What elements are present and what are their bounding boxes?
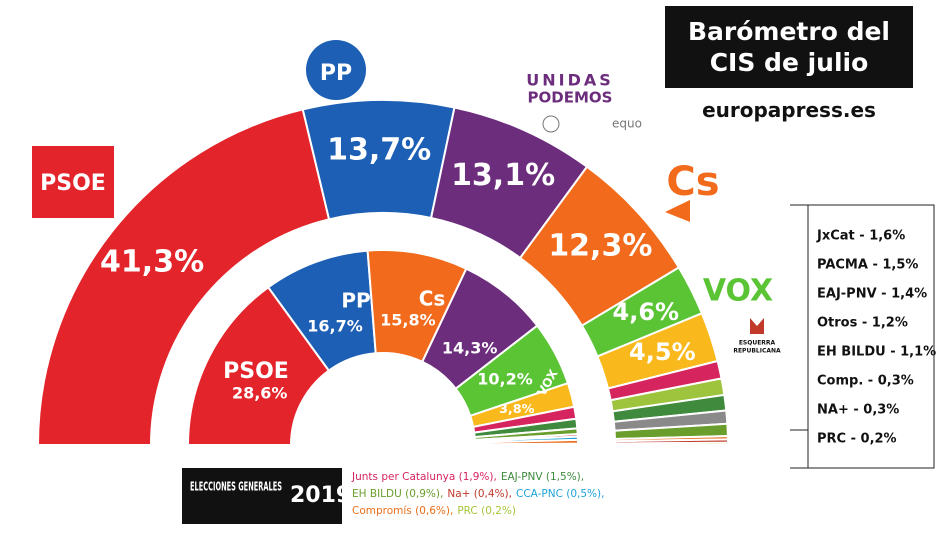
value-label: 4,5% <box>629 338 696 366</box>
logo-text: PSOE <box>40 171 106 196</box>
logo-text: VOX <box>703 274 773 309</box>
footnote-item: EH BILDU (0,9%), <box>352 488 443 500</box>
value-label: 13,1% <box>451 158 555 193</box>
value-label: 3,8% <box>499 402 535 417</box>
election-year: 2019 <box>290 483 351 508</box>
logo-text: equo <box>612 117 642 131</box>
footnote-item: PRC (0,2%) <box>457 505 516 517</box>
icon <box>542 115 560 133</box>
icon <box>750 318 764 334</box>
source: europapress.es <box>702 98 876 122</box>
election-box <box>182 468 342 524</box>
footnote-item: Junts per Catalunya (1,9%), <box>351 471 497 483</box>
icon <box>665 200 690 222</box>
logo-text: PP <box>341 289 370 313</box>
slice <box>186 285 331 446</box>
slice <box>36 108 331 446</box>
title: Barómetro del CIS de julio <box>665 6 913 88</box>
list-item: PACMA - 1,5% <box>817 258 918 273</box>
value-label: 12,3% <box>548 228 652 263</box>
list-item: Otros - 1,2% <box>817 316 908 331</box>
footnote-item: CCA-PNC (0,5%), <box>516 488 604 500</box>
logo-text: PSOE <box>223 359 289 384</box>
list-item: JxCat - 1,6% <box>816 229 905 244</box>
logo-text: ESQUERRA <box>739 340 776 347</box>
logo-text: REPUBLICANA <box>733 348 781 355</box>
footnote-item: Compromís (0,6%), <box>352 505 453 517</box>
value-label: 41,3% <box>100 244 204 279</box>
value-label: 16,7% <box>307 317 363 336</box>
pp-logo <box>306 40 366 100</box>
list-box <box>807 204 935 469</box>
value-label: 14,3% <box>442 339 498 358</box>
slice <box>613 441 730 446</box>
slice <box>473 442 580 446</box>
list-item: PRC - 0,2% <box>817 432 897 447</box>
value-label: 28,6% <box>232 384 288 403</box>
logo-text: Cs <box>666 159 719 205</box>
psoe-logo <box>32 146 114 218</box>
value-label: 13,7% <box>327 132 431 167</box>
election-label: ELECCIONES GENERALES <box>190 480 282 494</box>
list-item: EAJ-PNV - 1,4% <box>817 287 927 302</box>
list-item: EH BILDU - 1,1% <box>817 345 936 360</box>
value-label: 4,6% <box>613 298 680 326</box>
logo-text: PP <box>320 61 352 86</box>
logo-text: PODEMOS <box>528 89 613 107</box>
footnote-item: Na+ (0,4%), <box>447 488 512 500</box>
footnote-item: EAJ-PNV (1,5%), <box>501 471 584 483</box>
logo-text: Cs <box>419 287 446 311</box>
value-label: 15,8% <box>380 310 436 329</box>
value-label: 10,2% <box>477 369 533 388</box>
list-item: NA+ - 0,3% <box>817 403 899 418</box>
logo-text: UNIDAS <box>526 71 614 90</box>
list-item: Comp. - 0,3% <box>817 374 914 389</box>
